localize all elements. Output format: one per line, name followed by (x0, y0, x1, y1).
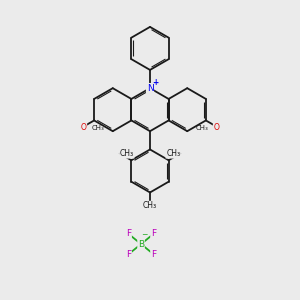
Text: O: O (81, 123, 86, 132)
Text: CH₃: CH₃ (143, 201, 157, 210)
Text: F: F (126, 230, 131, 238)
Text: CH₃: CH₃ (92, 125, 105, 131)
Text: CH₃: CH₃ (166, 149, 180, 158)
Text: CH₃: CH₃ (195, 125, 208, 131)
Text: CH₃: CH₃ (120, 149, 134, 158)
Text: −: − (141, 231, 148, 240)
Text: N: N (147, 84, 153, 93)
Text: +: + (152, 78, 159, 87)
Text: F: F (126, 250, 131, 259)
Text: O: O (214, 123, 219, 132)
Text: F: F (151, 230, 156, 238)
Text: F: F (151, 250, 156, 259)
Text: B: B (138, 240, 144, 249)
